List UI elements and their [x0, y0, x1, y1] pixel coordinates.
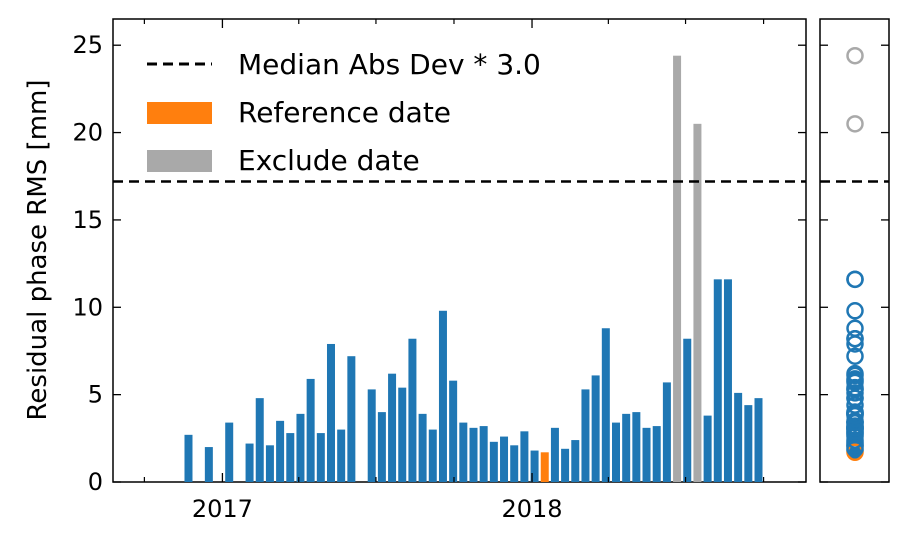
- bar: [286, 433, 295, 482]
- bar: [632, 412, 641, 482]
- side-point: [846, 440, 864, 458]
- bar: [438, 310, 447, 482]
- bar: [744, 405, 753, 482]
- legend-exclude-label: Exclude date: [238, 144, 420, 177]
- bar: [459, 422, 468, 482]
- y-tick-label: 20: [72, 119, 103, 147]
- bar: [612, 422, 620, 482]
- x-tick-label: 2018: [501, 495, 562, 523]
- bar: [479, 426, 488, 482]
- bar: [337, 429, 346, 482]
- bar: [367, 389, 376, 482]
- main-plot-frame: [112, 18, 807, 483]
- bar: [265, 445, 274, 482]
- bar: [255, 398, 264, 482]
- legend-exclude-swatch: [147, 150, 212, 172]
- side-point: [846, 302, 864, 320]
- side-point: [846, 366, 864, 385]
- bar: [754, 398, 763, 482]
- bar: [622, 413, 631, 482]
- bar: [662, 382, 671, 482]
- bar: [734, 392, 743, 482]
- bar: [388, 373, 397, 482]
- legend-reference-swatch: [147, 102, 212, 124]
- bar: [530, 450, 539, 482]
- bar: [377, 412, 386, 482]
- side-plot-frame: [819, 18, 890, 483]
- bar: [184, 434, 193, 482]
- y-tick-label: 0: [88, 468, 103, 496]
- bar: [276, 420, 285, 482]
- y-tick-label: 25: [72, 31, 103, 59]
- legend-reference-label: Reference date: [238, 96, 451, 129]
- x-tick-label: 2017: [192, 495, 253, 523]
- side-point: [846, 406, 864, 425]
- side-point: [846, 384, 864, 402]
- bar: [398, 387, 407, 482]
- bar: [326, 343, 335, 482]
- legend: Median Abs Dev * 3.0 Reference date Excl…: [147, 48, 541, 177]
- bar: [581, 389, 590, 482]
- bar: [673, 55, 682, 482]
- y-tick-label: 10: [72, 293, 103, 321]
- bar: [296, 413, 305, 482]
- side-point-group: [846, 46, 864, 462]
- side-point: [846, 417, 864, 435]
- side-point: [846, 46, 864, 65]
- side-point: [846, 319, 864, 337]
- bar-group: [184, 55, 763, 482]
- bar: [520, 431, 529, 482]
- y-ticks: 0 5 10 15 20 25: [72, 31, 889, 496]
- bar: [204, 447, 213, 482]
- bar: [642, 427, 651, 482]
- bar: [652, 426, 661, 482]
- bar: [510, 445, 519, 482]
- side-point: [846, 270, 864, 289]
- bar: [723, 279, 732, 482]
- bar: [469, 427, 478, 482]
- bar: [245, 443, 254, 482]
- side-point: [846, 396, 864, 414]
- bar: [703, 415, 712, 482]
- bar: [489, 441, 498, 482]
- bar: [550, 427, 559, 482]
- bar: [601, 328, 610, 482]
- bar: [418, 413, 427, 482]
- bar: [683, 338, 692, 482]
- bar: [591, 375, 600, 482]
- bar: [316, 433, 325, 482]
- side-point: [846, 347, 864, 365]
- bar: [428, 429, 437, 482]
- y-tick-label: 15: [72, 206, 103, 234]
- side-point: [846, 389, 864, 407]
- bar: [540, 452, 549, 482]
- side-point: [846, 329, 864, 348]
- y-axis-label: Residual phase RMS [mm]: [23, 80, 53, 421]
- bar: [713, 279, 722, 482]
- bar: [347, 356, 356, 482]
- side-point: [846, 115, 864, 133]
- legend-threshold-label: Median Abs Dev * 3.0: [238, 48, 541, 81]
- bar: [500, 436, 509, 482]
- bar: [571, 440, 580, 482]
- bar: [561, 448, 570, 482]
- x-ticks: 2017 2018: [143, 19, 765, 523]
- y-tick-label: 5: [88, 381, 103, 409]
- bar: [408, 338, 417, 482]
- bar: [693, 123, 702, 482]
- bar: [449, 380, 458, 482]
- bar: [225, 422, 234, 482]
- bar: [306, 378, 315, 482]
